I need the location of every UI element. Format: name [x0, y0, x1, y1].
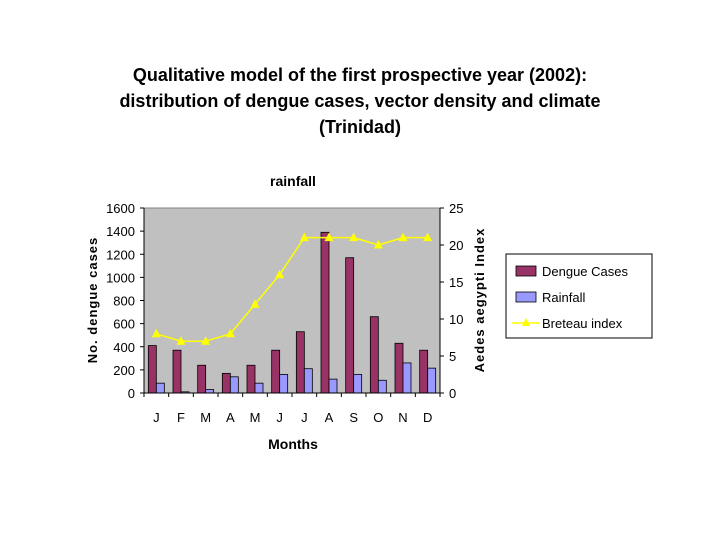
legend-label-dengue-cases: Dengue Cases — [542, 264, 628, 279]
bar-dengue-cases-8 — [320, 231, 330, 394]
legend-label-rainfall: Rainfall — [542, 290, 585, 305]
bar-rainfall-11 — [402, 362, 412, 394]
bar-rainfall-9 — [353, 374, 363, 394]
bar-rainfall-4 — [229, 376, 239, 394]
bar-rainfall-8 — [328, 378, 338, 394]
legend-label-breteau-index: Breteau index — [542, 316, 623, 331]
bar-dengue-cases-5 — [246, 364, 256, 394]
x-tick-label: O — [373, 410, 383, 425]
marker-breteau-index-5 — [250, 299, 260, 308]
left-tick-label: 0 — [128, 386, 135, 401]
bar-dengue-cases-2 — [172, 349, 182, 394]
bar-dengue-cases-4 — [221, 372, 231, 394]
x-tick-label: J — [301, 410, 308, 425]
y-axis-title: No. dengue cases — [85, 237, 100, 364]
x-tick-label: A — [325, 410, 334, 425]
title-line-2: distribution of dengue cases, vector den… — [119, 91, 600, 111]
marker-breteau-index-12 — [423, 232, 433, 242]
marker-breteau-index-4 — [225, 328, 235, 338]
bar-rainfall-1 — [155, 382, 165, 394]
x-tick-label: N — [398, 410, 407, 425]
right-tick-label: 0 — [449, 386, 456, 401]
marker-breteau-index-7 — [299, 232, 309, 242]
legend-marker-breteau-index — [522, 318, 530, 326]
title-line-3: (Trinidad) — [319, 117, 401, 137]
x-tick-label: S — [349, 410, 358, 425]
right-tick-label: 20 — [449, 238, 463, 253]
left-axis: 0 200 400 600 800 1000 1200 1400 1600 — [106, 201, 145, 401]
left-tick-label: 1000 — [106, 270, 135, 285]
marker-breteau-index-11 — [398, 232, 408, 242]
bar-dengue-cases-9 — [345, 257, 355, 394]
chart-title: Qualitative model of the first prospecti… — [119, 65, 600, 137]
left-tick-label: 200 — [113, 363, 135, 378]
right-tick-label: 15 — [449, 275, 463, 290]
marker-breteau-index-2 — [176, 336, 186, 345]
bar-rainfall-5 — [254, 382, 264, 394]
x-tick-label: D — [423, 410, 432, 425]
x-tick-label: F — [177, 410, 185, 425]
right-tick-label: 25 — [449, 201, 463, 216]
bar-dengue-cases-10 — [369, 316, 379, 394]
bar-rainfall-12 — [427, 367, 437, 394]
left-tick-label: 600 — [113, 317, 135, 332]
chart-subtitle: rainfall — [270, 173, 316, 189]
plot-area — [143, 207, 441, 394]
marker-breteau-index-10 — [373, 240, 383, 249]
right-axis: 0 5 10 15 20 25 — [439, 201, 463, 401]
marker-breteau-index-6 — [275, 269, 285, 279]
bar-dengue-cases-6 — [271, 349, 281, 394]
x-tick-label: M — [250, 410, 261, 425]
marker-breteau-index-9 — [349, 232, 359, 242]
bar-dengue-cases-3 — [197, 364, 207, 394]
marker-breteau-index-8 — [324, 232, 334, 242]
y2-axis-title: Aedes aegypti Index — [472, 228, 487, 373]
x-tick-label: J — [153, 410, 160, 425]
left-tick-label: 400 — [113, 340, 135, 355]
line-group — [151, 232, 433, 345]
left-tick-label: 1200 — [106, 247, 135, 262]
left-tick-label: 1600 — [106, 201, 135, 216]
marker-breteau-index-3 — [201, 336, 211, 345]
legend-swatch-dengue-cases — [515, 265, 537, 277]
bar-rainfall-7 — [303, 368, 313, 394]
legend-swatch-rainfall — [515, 291, 537, 303]
left-tick-label: 800 — [113, 294, 135, 309]
bar-rainfall-3 — [205, 389, 215, 394]
bar-dengue-cases-11 — [394, 342, 404, 394]
bar-rainfall-10 — [377, 379, 387, 394]
x-axis-title: Months — [268, 436, 318, 452]
right-tick-label: 10 — [449, 312, 463, 327]
x-tick-label: A — [226, 410, 235, 425]
marker-breteau-index-1 — [151, 328, 161, 338]
x-tick-label: M — [200, 410, 211, 425]
bar-dengue-cases-7 — [295, 331, 305, 394]
bar-dengue-cases-1 — [147, 345, 157, 394]
left-tick-label: 1400 — [106, 224, 135, 239]
bar-rainfall-6 — [279, 374, 289, 394]
line-breteau-index — [156, 236, 428, 342]
x-tick-label: J — [276, 410, 283, 425]
right-tick-label: 5 — [449, 349, 456, 364]
title-line-1: Qualitative model of the first prospecti… — [133, 65, 587, 85]
legend: Dengue Cases Rainfall Breteau index — [505, 253, 653, 339]
bar-dengue-cases-12 — [419, 349, 429, 394]
